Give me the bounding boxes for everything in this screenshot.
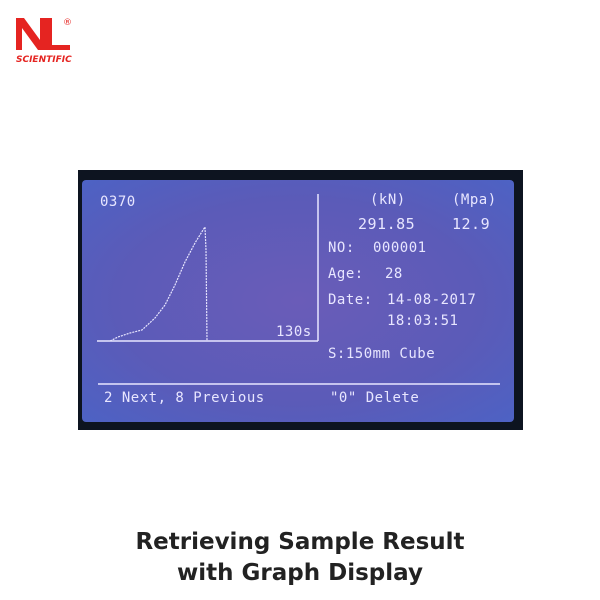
sample-size: S:150mm Cube [328,346,436,362]
age-value: 28 [385,266,403,282]
date-value: 14-08-2017 [387,292,477,308]
no-label: NO: [328,240,355,256]
graph-time-label: 130s [276,324,312,340]
load-curve [109,225,208,342]
lcd-screen [82,180,514,422]
caption-line-1: Retrieving Sample Result [135,529,465,555]
delete-hint: "0" Delete [330,390,420,406]
nl-scientific-logo: ® SCIENTIFIC [14,14,74,66]
no-value: 000001 [373,240,427,256]
nav-hint: 2 Next, 8 Previous [104,390,265,406]
load-reading: 0370 [100,194,136,210]
svg-text:SCIENTIFIC: SCIENTIFIC [16,55,72,65]
caption-line-2: with Graph Display [177,560,423,586]
value-mpa: 12.9 [452,215,491,233]
date-label: Date: [328,292,373,308]
svg-text:®: ® [63,18,72,28]
unit-kn: (kN) [370,192,406,208]
age-label: Age: [328,266,364,282]
logo-mark: ® SCIENTIFIC [16,18,72,65]
value-kn: 291.85 [358,215,416,233]
unit-mpa: (Mpa) [452,192,497,208]
time-value: 18:03:51 [387,313,459,329]
